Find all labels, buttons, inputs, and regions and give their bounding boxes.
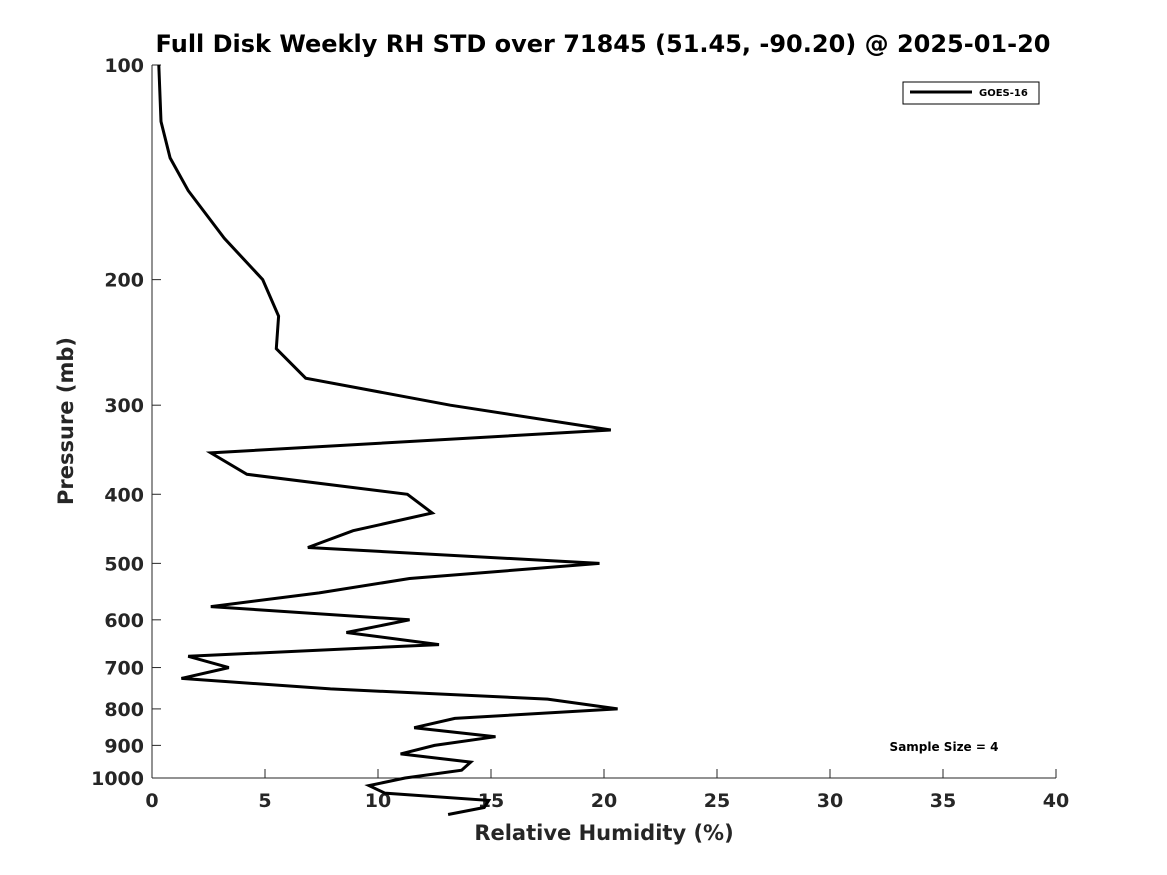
y-tick-label: 900 — [104, 735, 144, 757]
y-tick-label: 500 — [104, 553, 144, 575]
sample-size-annotation: Sample Size = 4 — [890, 740, 999, 754]
y-tick-label: 700 — [104, 658, 144, 680]
y-axis-label: Pressure (mb) — [54, 337, 78, 505]
x-tick-label: 40 — [1043, 790, 1069, 812]
y-tick-label: 600 — [104, 610, 144, 632]
x-tick-label: 30 — [817, 790, 843, 812]
x-axis-label: Relative Humidity (%) — [474, 821, 733, 845]
x-tick-label: 20 — [591, 790, 617, 812]
y-tick-label: 400 — [104, 484, 144, 506]
y-tick-label: 300 — [104, 395, 144, 417]
series-line-goes-16 — [157, 64, 618, 816]
x-tick-label: 5 — [258, 790, 271, 812]
x-tick-label: 35 — [930, 790, 956, 812]
y-axis: 100 200 300 400 500 600 700 800 900 1000 — [91, 55, 161, 790]
chart-title: Full Disk Weekly RH STD over 71845 (51.4… — [156, 30, 1051, 58]
x-tick-label: 10 — [365, 790, 391, 812]
y-tick-label: 100 — [104, 55, 144, 77]
series-layer — [157, 64, 618, 816]
x-tick-label: 0 — [145, 790, 158, 812]
y-tick-label: 1000 — [91, 768, 144, 790]
y-tick-label: 800 — [104, 699, 144, 721]
y-tick-label: 200 — [104, 270, 144, 292]
legend-label: GOES-16 — [979, 88, 1028, 99]
x-tick-label: 25 — [704, 790, 730, 812]
legend: GOES-16 — [902, 81, 1040, 105]
plot-area — [152, 65, 1056, 778]
